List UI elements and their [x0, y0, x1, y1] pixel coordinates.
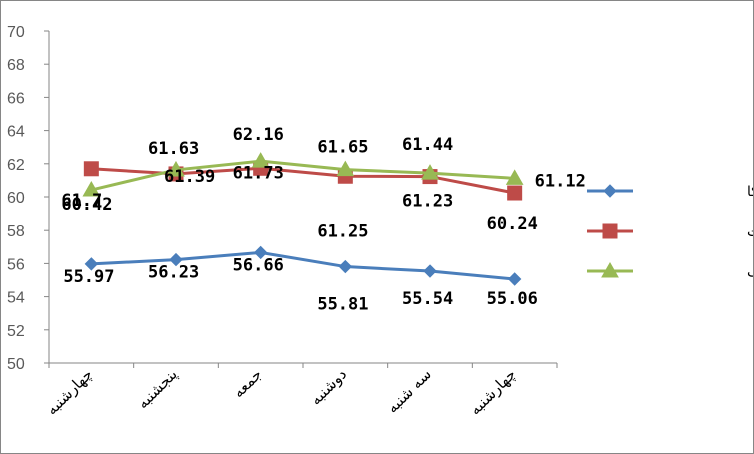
data-label: 61.73	[233, 163, 284, 183]
data-point	[83, 161, 99, 177]
series-line	[90, 159, 515, 192]
data-label: 55.06	[487, 289, 538, 309]
data-point	[423, 264, 437, 278]
x-tick-label: چهارشنبه	[43, 365, 97, 419]
data-labels: 55.97 56.23 56.66 55.81 55.54 55.06 61.7 61.39 6…	[61, 125, 586, 314]
data-point	[253, 245, 268, 260]
data-point	[169, 252, 183, 267]
legend-label: نفت خام آمریکا	[747, 183, 753, 200]
x-tick-label: سه شنبه	[383, 365, 435, 417]
y-tick-label: 54	[7, 290, 25, 307]
x-tick-label: پنجشنبه	[134, 365, 182, 413]
data-point	[167, 160, 185, 177]
legend-entry: نفت برنت	[587, 223, 753, 240]
data-label: 55.54	[402, 289, 453, 309]
data-point	[507, 272, 522, 286]
data-point	[251, 152, 270, 168]
y-axis-ticks: 50 52 54 56 58 60 62 64 66 68 70	[7, 24, 49, 373]
y-tick-label: 50	[7, 356, 25, 373]
data-label: 56.66	[233, 255, 284, 275]
data-label: 61.12	[535, 171, 586, 191]
data-label: 60.24	[487, 214, 538, 234]
data-point	[338, 259, 353, 274]
y-tick-label: 68	[7, 57, 25, 74]
data-label: 61.39	[164, 167, 215, 187]
legend-swatch-marker	[601, 261, 619, 278]
data-label: 61.25	[317, 221, 368, 241]
y-tick-label: 52	[7, 323, 25, 340]
data-point	[336, 160, 355, 177]
data-point	[505, 169, 524, 185]
y-tick-label: 66	[7, 90, 25, 107]
axes	[48, 31, 557, 364]
x-axis-ticks: چهارشنبه پنجشنبه جمعه دوشنبه سه شنبه چهارشنبه	[43, 363, 558, 419]
y-tick-label: 56	[7, 256, 25, 273]
data-label: 61.23	[402, 192, 453, 212]
x-tick-label: جمعه	[229, 365, 265, 401]
series-group	[82, 152, 524, 286]
data-point	[421, 164, 439, 180]
data-point	[84, 257, 99, 271]
data-label: 61.63	[148, 139, 199, 159]
legend-label: نفت برنت	[747, 224, 753, 240]
series-3	[82, 152, 524, 197]
data-point	[82, 181, 101, 197]
data-label: 62.16	[233, 125, 284, 145]
legend-entry: نفت اوپک	[587, 261, 753, 280]
data-label: 61.65	[317, 138, 368, 158]
x-tick-label: چهارشنبه	[466, 365, 520, 419]
series-line	[91, 250, 515, 281]
y-tick-label: 70	[7, 24, 25, 41]
x-tick-label: دوشنبه	[307, 365, 351, 409]
series-1	[84, 245, 522, 286]
legend-label: نفت اوپک	[747, 264, 753, 280]
legend-swatch-marker	[602, 223, 618, 239]
data-label: 61.44	[402, 135, 453, 155]
legend-entry: نفت خام آمریکا	[587, 183, 753, 200]
y-tick-label: 60	[7, 190, 25, 207]
legend-swatch-marker	[603, 184, 617, 198]
y-tick-label: 62	[7, 157, 25, 174]
data-label: 55.97	[63, 267, 114, 287]
y-tick-label: 64	[7, 124, 25, 141]
series-2	[83, 160, 523, 201]
data-label: 60.42	[61, 195, 112, 215]
data-label: 61.7	[61, 191, 102, 211]
data-label: 56.23	[148, 263, 199, 283]
legend: نفت خام آمریکا نفت برنت نفت اوپک	[587, 183, 753, 280]
series-line	[91, 166, 515, 195]
y-tick-label: 58	[7, 223, 25, 240]
data-point	[507, 185, 523, 201]
data-label: 55.81	[317, 295, 368, 315]
